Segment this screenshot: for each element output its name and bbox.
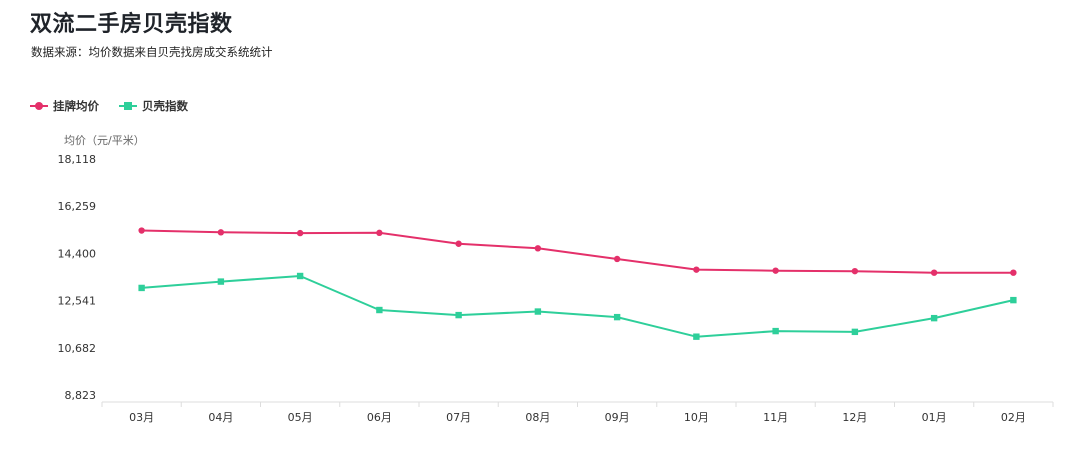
y-axis-label: 均价（元/平米） <box>64 134 145 147</box>
y-tick-label: 12,541 <box>58 295 97 308</box>
x-tick-label: 04月 <box>208 411 233 424</box>
legend-square-marker-icon <box>119 100 137 112</box>
series-1-point <box>296 229 304 237</box>
series-line-1 <box>141 229 1014 274</box>
series-1-point <box>376 229 383 237</box>
y-tick-label: 10,682 <box>58 342 97 355</box>
series-2-point <box>613 313 621 321</box>
y-tick-label: 18,118 <box>58 153 97 166</box>
y-tick-label: 14,400 <box>58 247 97 260</box>
x-tick-label: 05月 <box>288 411 313 424</box>
series-line-2 <box>141 275 1014 338</box>
legend-square-2 <box>124 102 132 110</box>
legend-item-series-1[interactable]: 挂牌均价 <box>30 98 99 114</box>
series-2-point <box>1010 296 1017 304</box>
x-tick-label: 07月 <box>446 411 471 424</box>
x-tick-label: 01月 <box>922 411 947 424</box>
y-tick-label: 16,259 <box>58 200 97 213</box>
series-2-point <box>455 311 462 319</box>
series-1-point <box>930 269 938 276</box>
x-tick-label: 03月 <box>129 411 154 424</box>
series-1-point <box>693 266 700 273</box>
y-tick-label: 8,823 <box>65 389 97 402</box>
series-1-point <box>455 240 462 247</box>
series-2-point <box>772 327 779 335</box>
x-tick-label: 06月 <box>367 411 392 424</box>
x-tick-label: 10月 <box>684 411 709 424</box>
series-1-point <box>217 229 225 236</box>
series-1-point <box>534 245 542 252</box>
series-2-point <box>376 306 383 314</box>
series-2-point <box>930 314 938 322</box>
series-1-point <box>851 267 859 275</box>
legend-item-series-2[interactable]: 贝壳指数 <box>119 98 188 114</box>
page-subtitle: 数据来源：均价数据来自贝壳找房成交系统统计 <box>31 45 273 59</box>
series-2-point <box>851 328 859 336</box>
series-1-point <box>613 255 621 263</box>
page-title: 双流二手房贝壳指数 <box>30 12 233 37</box>
series-1-point <box>138 227 145 234</box>
legend-label-series-1: 挂牌均价 <box>53 99 99 113</box>
series-1-point <box>772 267 779 274</box>
x-tick-label: 12月 <box>842 411 867 424</box>
chart-legend: 挂牌均价 贝壳指数 <box>30 98 208 114</box>
x-tick-label: 08月 <box>525 411 550 424</box>
legend-dot-1 <box>35 102 43 110</box>
series-2-point <box>217 278 225 285</box>
series-2-point <box>296 272 304 280</box>
legend-circle-marker-icon <box>30 100 48 112</box>
series-2-point <box>693 333 700 340</box>
x-tick-label: 09月 <box>605 411 630 424</box>
x-tick-label: 11月 <box>763 411 788 424</box>
x-tick-label: 02月 <box>1001 411 1026 424</box>
series-2-point <box>138 284 145 292</box>
legend-label-series-2: 贝壳指数 <box>142 99 188 113</box>
series-1-point <box>1010 269 1017 276</box>
series-2-point <box>534 308 542 315</box>
